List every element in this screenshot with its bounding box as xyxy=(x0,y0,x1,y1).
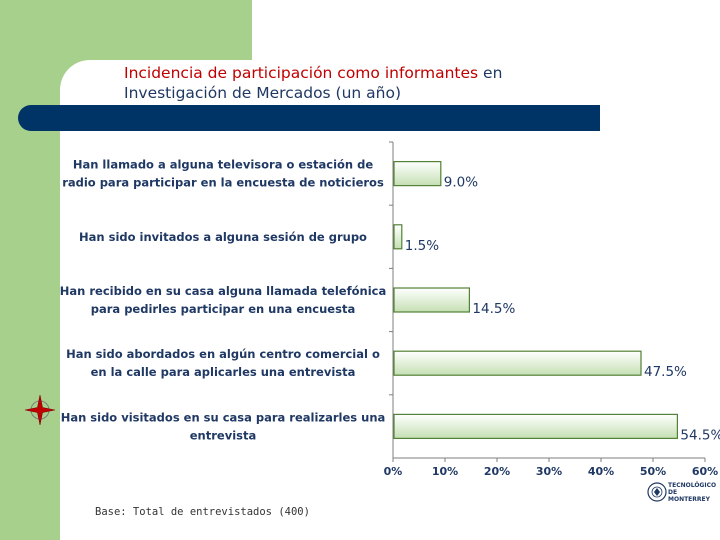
bar-value-label: 1.5% xyxy=(405,238,439,254)
title-part-1: Incidencia de participación como informa… xyxy=(124,64,479,82)
base-note: Base: Total de entrevistados (400) xyxy=(95,506,310,518)
bar xyxy=(393,287,471,313)
category-label: para pedirles participar en una encuesta xyxy=(91,302,355,316)
bar xyxy=(393,161,442,187)
university-seal-icon xyxy=(647,482,667,502)
x-tick-label: 20% xyxy=(484,465,510,478)
bar xyxy=(393,224,403,250)
x-tick-label: 0% xyxy=(384,465,403,478)
logo-line-2: DE MONTERREY xyxy=(668,489,710,503)
category-label: entrevista xyxy=(190,428,257,442)
header-bar xyxy=(18,105,600,131)
bar-value-label: 9.0% xyxy=(444,175,478,191)
category-label: Han sido abordados en algún centro comer… xyxy=(66,347,380,361)
x-tick-label: 60% xyxy=(692,465,718,478)
bar-value-label: 54.5% xyxy=(680,427,720,443)
compass-star-icon xyxy=(24,394,56,426)
bar xyxy=(393,350,642,376)
bar xyxy=(393,413,678,439)
x-tick-label: 10% xyxy=(432,465,458,478)
bar-value-label: 47.5% xyxy=(644,364,687,380)
bar-value-label: 14.5% xyxy=(472,301,515,317)
title-line-2: Investigación de Mercados (un año) xyxy=(124,84,402,102)
category-label: Han recibido en su casa alguna llamada t… xyxy=(60,284,386,298)
title-part-2: en xyxy=(483,64,503,82)
category-label: Han sido invitados a alguna sesión de gr… xyxy=(79,230,367,244)
category-label: radio para participar en la encuesta de … xyxy=(62,176,384,190)
x-tick-label: 40% xyxy=(588,465,614,478)
x-tick-label: 30% xyxy=(536,465,562,478)
logo-line-1: TECNOLÓGICO xyxy=(668,482,717,489)
category-label: Han llamado a alguna televisora o estaci… xyxy=(73,158,373,172)
x-tick-label: 50% xyxy=(640,465,666,478)
category-label: en la calle para aplicarles una entrevis… xyxy=(91,365,356,379)
content-panel xyxy=(60,60,720,540)
slide-title: Incidencia de participación como informa… xyxy=(124,63,644,103)
logo-text: TECNOLÓGICO DE MONTERREY xyxy=(668,482,720,503)
category-label: Han sido visitados en su casa para reali… xyxy=(61,410,386,424)
